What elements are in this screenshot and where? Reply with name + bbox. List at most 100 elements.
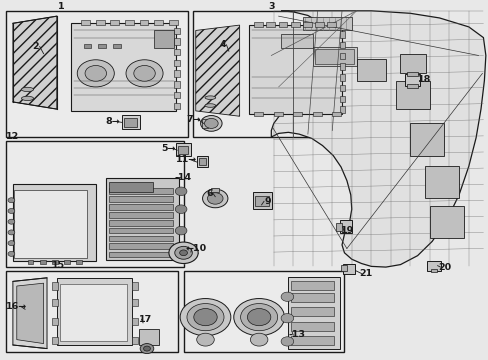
Bar (109, 220, 173, 226)
Bar (339, 74, 345, 81)
Circle shape (202, 189, 227, 208)
Text: ←10: ←10 (185, 244, 206, 253)
Bar (109, 212, 173, 218)
Circle shape (174, 246, 192, 259)
Bar (407, 72, 417, 76)
Circle shape (8, 208, 15, 213)
Bar (303, 17, 351, 31)
Circle shape (281, 314, 293, 323)
Bar (16, 195, 84, 256)
Bar (331, 112, 340, 116)
Text: 1: 1 (58, 2, 65, 11)
Bar (139, 329, 158, 345)
Bar (173, 28, 179, 34)
Bar (109, 252, 173, 257)
Circle shape (193, 309, 217, 326)
Bar (291, 322, 333, 331)
Circle shape (180, 298, 230, 336)
Bar (199, 158, 205, 165)
Text: 20: 20 (437, 262, 450, 271)
Bar (266, 22, 275, 27)
Circle shape (175, 205, 186, 213)
Bar (409, 123, 444, 156)
Ellipse shape (21, 96, 34, 100)
Bar (125, 20, 134, 25)
Bar (154, 31, 173, 48)
Bar (5, 141, 183, 267)
Bar (183, 271, 344, 352)
Bar (339, 106, 345, 113)
Bar (109, 243, 173, 249)
Bar (109, 228, 173, 234)
Ellipse shape (21, 87, 34, 91)
Bar (291, 336, 333, 345)
Bar (339, 220, 351, 234)
Text: 15: 15 (52, 261, 65, 270)
Bar (290, 22, 299, 27)
Bar (303, 22, 311, 27)
Circle shape (175, 187, 186, 195)
Bar (154, 20, 163, 25)
Bar (52, 260, 58, 264)
Circle shape (175, 248, 186, 256)
Bar (132, 299, 138, 306)
Text: 6: 6 (205, 189, 212, 198)
Bar (273, 112, 282, 116)
Bar (340, 265, 346, 271)
Bar (173, 81, 179, 87)
Bar (105, 178, 178, 260)
Bar (312, 112, 321, 116)
Bar (173, 103, 179, 109)
Bar (60, 284, 127, 341)
Text: 21: 21 (358, 269, 371, 278)
Bar (291, 307, 333, 316)
Circle shape (8, 198, 15, 203)
Bar (13, 184, 96, 261)
Bar (81, 20, 90, 25)
Circle shape (233, 298, 284, 336)
Bar (399, 54, 426, 73)
Bar (315, 49, 353, 64)
Bar (335, 224, 341, 231)
Circle shape (126, 60, 163, 87)
Circle shape (143, 346, 150, 351)
Circle shape (85, 66, 106, 81)
Circle shape (175, 226, 186, 235)
Bar (429, 206, 463, 238)
Circle shape (204, 118, 218, 129)
Bar (339, 53, 345, 59)
Bar (356, 59, 385, 81)
Circle shape (196, 333, 214, 346)
Bar (254, 112, 263, 116)
Bar (339, 85, 345, 91)
Bar (339, 42, 345, 48)
Bar (173, 71, 179, 77)
Text: 2: 2 (32, 42, 39, 51)
Bar (424, 166, 458, 198)
Circle shape (8, 240, 15, 246)
Bar (339, 63, 345, 70)
Text: 5→: 5→ (162, 144, 176, 153)
Circle shape (281, 337, 293, 346)
Text: 7→: 7→ (186, 114, 201, 123)
Bar (197, 156, 207, 167)
Bar (57, 278, 132, 345)
Bar (342, 264, 354, 274)
Bar (123, 118, 137, 127)
Bar (173, 92, 179, 98)
Bar (327, 22, 335, 27)
Bar (339, 95, 345, 102)
Bar (132, 318, 138, 325)
Circle shape (77, 60, 114, 87)
Bar (288, 277, 339, 348)
Bar (132, 283, 138, 289)
Bar (168, 20, 177, 25)
Polygon shape (13, 16, 57, 109)
Text: 18: 18 (417, 75, 431, 84)
Polygon shape (271, 11, 485, 267)
Bar (5, 11, 187, 137)
Bar (173, 49, 179, 55)
Bar (40, 260, 45, 264)
Text: -13: -13 (288, 330, 305, 339)
Bar (52, 337, 58, 344)
